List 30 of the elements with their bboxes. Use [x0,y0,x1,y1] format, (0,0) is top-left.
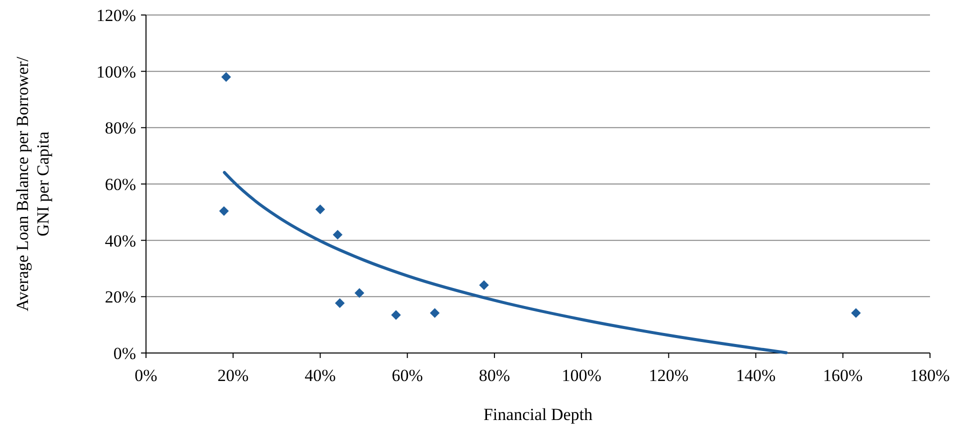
x-tick-label: 160% [823,366,863,385]
x-tick-label: 120% [648,366,689,385]
point [315,204,326,214]
x-tick-label: 60% [392,366,423,385]
point [221,72,231,82]
line-series [222,170,788,354]
y-tick-label: 80% [104,118,136,138]
x-tick-label: 0% [134,366,158,385]
x-tick-label: 140% [736,366,776,385]
y-axis-title: Average Loan Balance per Borrower/ GNI per Capita [13,56,52,312]
x-axis-title: Financial Depth [483,405,594,424]
x-tick-label: 20% [218,366,249,385]
point [354,288,364,298]
x-tick-label: 40% [304,366,336,385]
point [219,206,229,216]
y-tick-label: 0% [113,344,136,363]
point [851,308,861,318]
y-tick-label: 20% [104,288,136,307]
point [391,310,401,320]
x-tick-label: 80% [478,366,510,385]
x-tick-label: 100% [562,366,602,385]
point [334,298,345,308]
y-tick-label: 100% [96,62,136,82]
point [479,280,489,290]
y-tick-label: 40% [104,231,136,250]
y-tick-label: 120% [96,6,136,25]
point [332,230,342,240]
point [430,308,440,318]
x-tick-label: 180% [910,366,950,385]
y-tick-label: 60% [104,174,136,194]
